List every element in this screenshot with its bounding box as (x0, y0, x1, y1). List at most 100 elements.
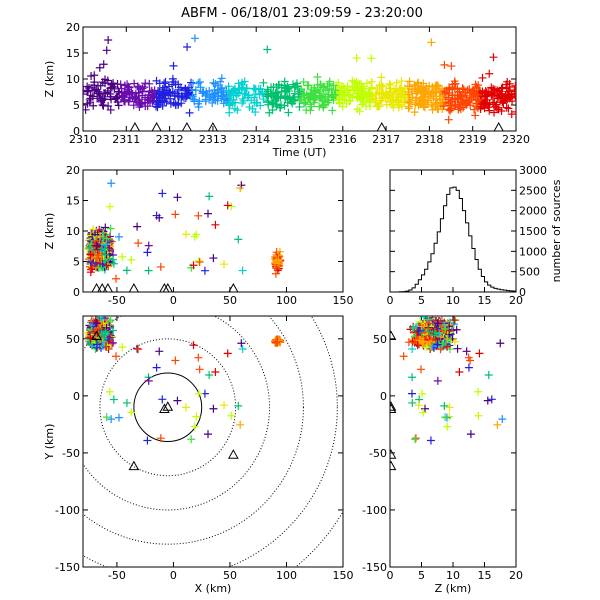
source-mark (471, 111, 480, 120)
source-mark (430, 331, 439, 340)
source-mark (406, 99, 415, 107)
source-mark (104, 35, 113, 44)
source-mark (392, 78, 401, 87)
source-mark (171, 210, 180, 219)
source-mark (160, 96, 169, 105)
source-mark (320, 82, 329, 91)
source-mark (295, 102, 304, 111)
source-mark (99, 60, 108, 69)
plan-view-ytick-label: 0 (73, 390, 80, 403)
source-mark (195, 97, 204, 106)
source-mark (398, 91, 407, 100)
plan-view-ytick-label: -150 (55, 561, 80, 574)
source-mark (217, 74, 226, 83)
source-mark (301, 98, 310, 107)
source-mark (233, 106, 242, 115)
source-mark (358, 100, 367, 109)
station-marker (390, 401, 397, 411)
source-mark (94, 251, 103, 260)
source-mark (433, 318, 442, 327)
time-height-xtick-label: 2316 (329, 133, 357, 146)
time-height-xtick-label: 2320 (502, 133, 530, 146)
source-mark (237, 339, 246, 348)
source-mark (190, 34, 199, 43)
source-mark (224, 82, 233, 91)
station-marker (91, 330, 102, 341)
source-mark (441, 324, 450, 333)
source-mark (138, 91, 147, 100)
source-mark (392, 95, 401, 104)
x-z-xtick-label: -50 (108, 294, 126, 307)
source-mark (288, 95, 297, 104)
source-mark (205, 192, 214, 201)
time-height-ylabel: Z (km) (43, 61, 56, 98)
source-mark (211, 220, 220, 229)
source-mark (93, 245, 102, 254)
source-mark (187, 435, 196, 444)
source-mark (443, 422, 452, 431)
station-marker (162, 401, 174, 411)
source-mark (95, 89, 104, 98)
source-mark (505, 79, 514, 88)
source-mark (394, 103, 403, 112)
source-mark (414, 326, 423, 335)
station-marker (227, 449, 239, 459)
source-mark (498, 415, 507, 424)
source-mark (188, 92, 197, 101)
source-mark (253, 98, 262, 107)
source-mark (96, 316, 105, 321)
source-mark (97, 96, 106, 105)
source-mark (448, 91, 457, 100)
source-mark (397, 77, 406, 86)
plan-view-xtick-label: 150 (333, 569, 354, 582)
histogram-ytick-label: 1000 (519, 245, 547, 258)
source-mark (173, 193, 182, 202)
source-mark (289, 96, 298, 105)
range-ring (294, 510, 343, 567)
source-mark (201, 91, 210, 100)
source-mark (470, 89, 479, 98)
source-mark (410, 108, 419, 117)
source-mark (259, 95, 268, 104)
source-mark (331, 86, 340, 95)
source-mark (192, 230, 201, 239)
source-mark (490, 108, 499, 117)
source-mark (265, 108, 274, 117)
source-mark (508, 97, 516, 106)
histogram-ylabel: number of sources (550, 179, 563, 282)
source-mark (102, 46, 111, 55)
source-mark (421, 404, 430, 413)
x-z-panel: -50 0 50 100 150 0 5 10 15 20 Z (km) (43, 164, 354, 307)
source-mark (478, 99, 487, 108)
station-marker (228, 282, 239, 292)
source-mark (404, 104, 413, 113)
histogram-outline (390, 186, 517, 293)
source-mark (329, 81, 338, 90)
source-mark (145, 79, 154, 88)
source-mark (415, 336, 424, 345)
source-mark (195, 78, 204, 87)
source-mark (462, 347, 471, 356)
source-mark (90, 71, 99, 80)
plan-view-xtick-label: 50 (223, 569, 237, 582)
source-mark (209, 404, 218, 413)
source-mark (94, 263, 103, 272)
source-mark (483, 396, 492, 405)
source-mark (173, 396, 182, 405)
source-mark (107, 83, 116, 92)
histogram-xtick-label: 5 (418, 294, 425, 307)
source-mark (206, 93, 215, 102)
plan-view-ytick-label: -100 (55, 504, 80, 517)
station-marker (493, 121, 504, 131)
station-marker (162, 282, 173, 292)
source-mark (367, 54, 376, 63)
source-mark (450, 316, 459, 325)
source-mark (431, 99, 440, 108)
source-mark (490, 98, 499, 107)
source-mark (131, 94, 140, 103)
source-mark (484, 371, 493, 380)
station-marker (390, 449, 397, 459)
time-height-ytick-label: 10 (66, 73, 80, 86)
source-mark (130, 94, 139, 103)
